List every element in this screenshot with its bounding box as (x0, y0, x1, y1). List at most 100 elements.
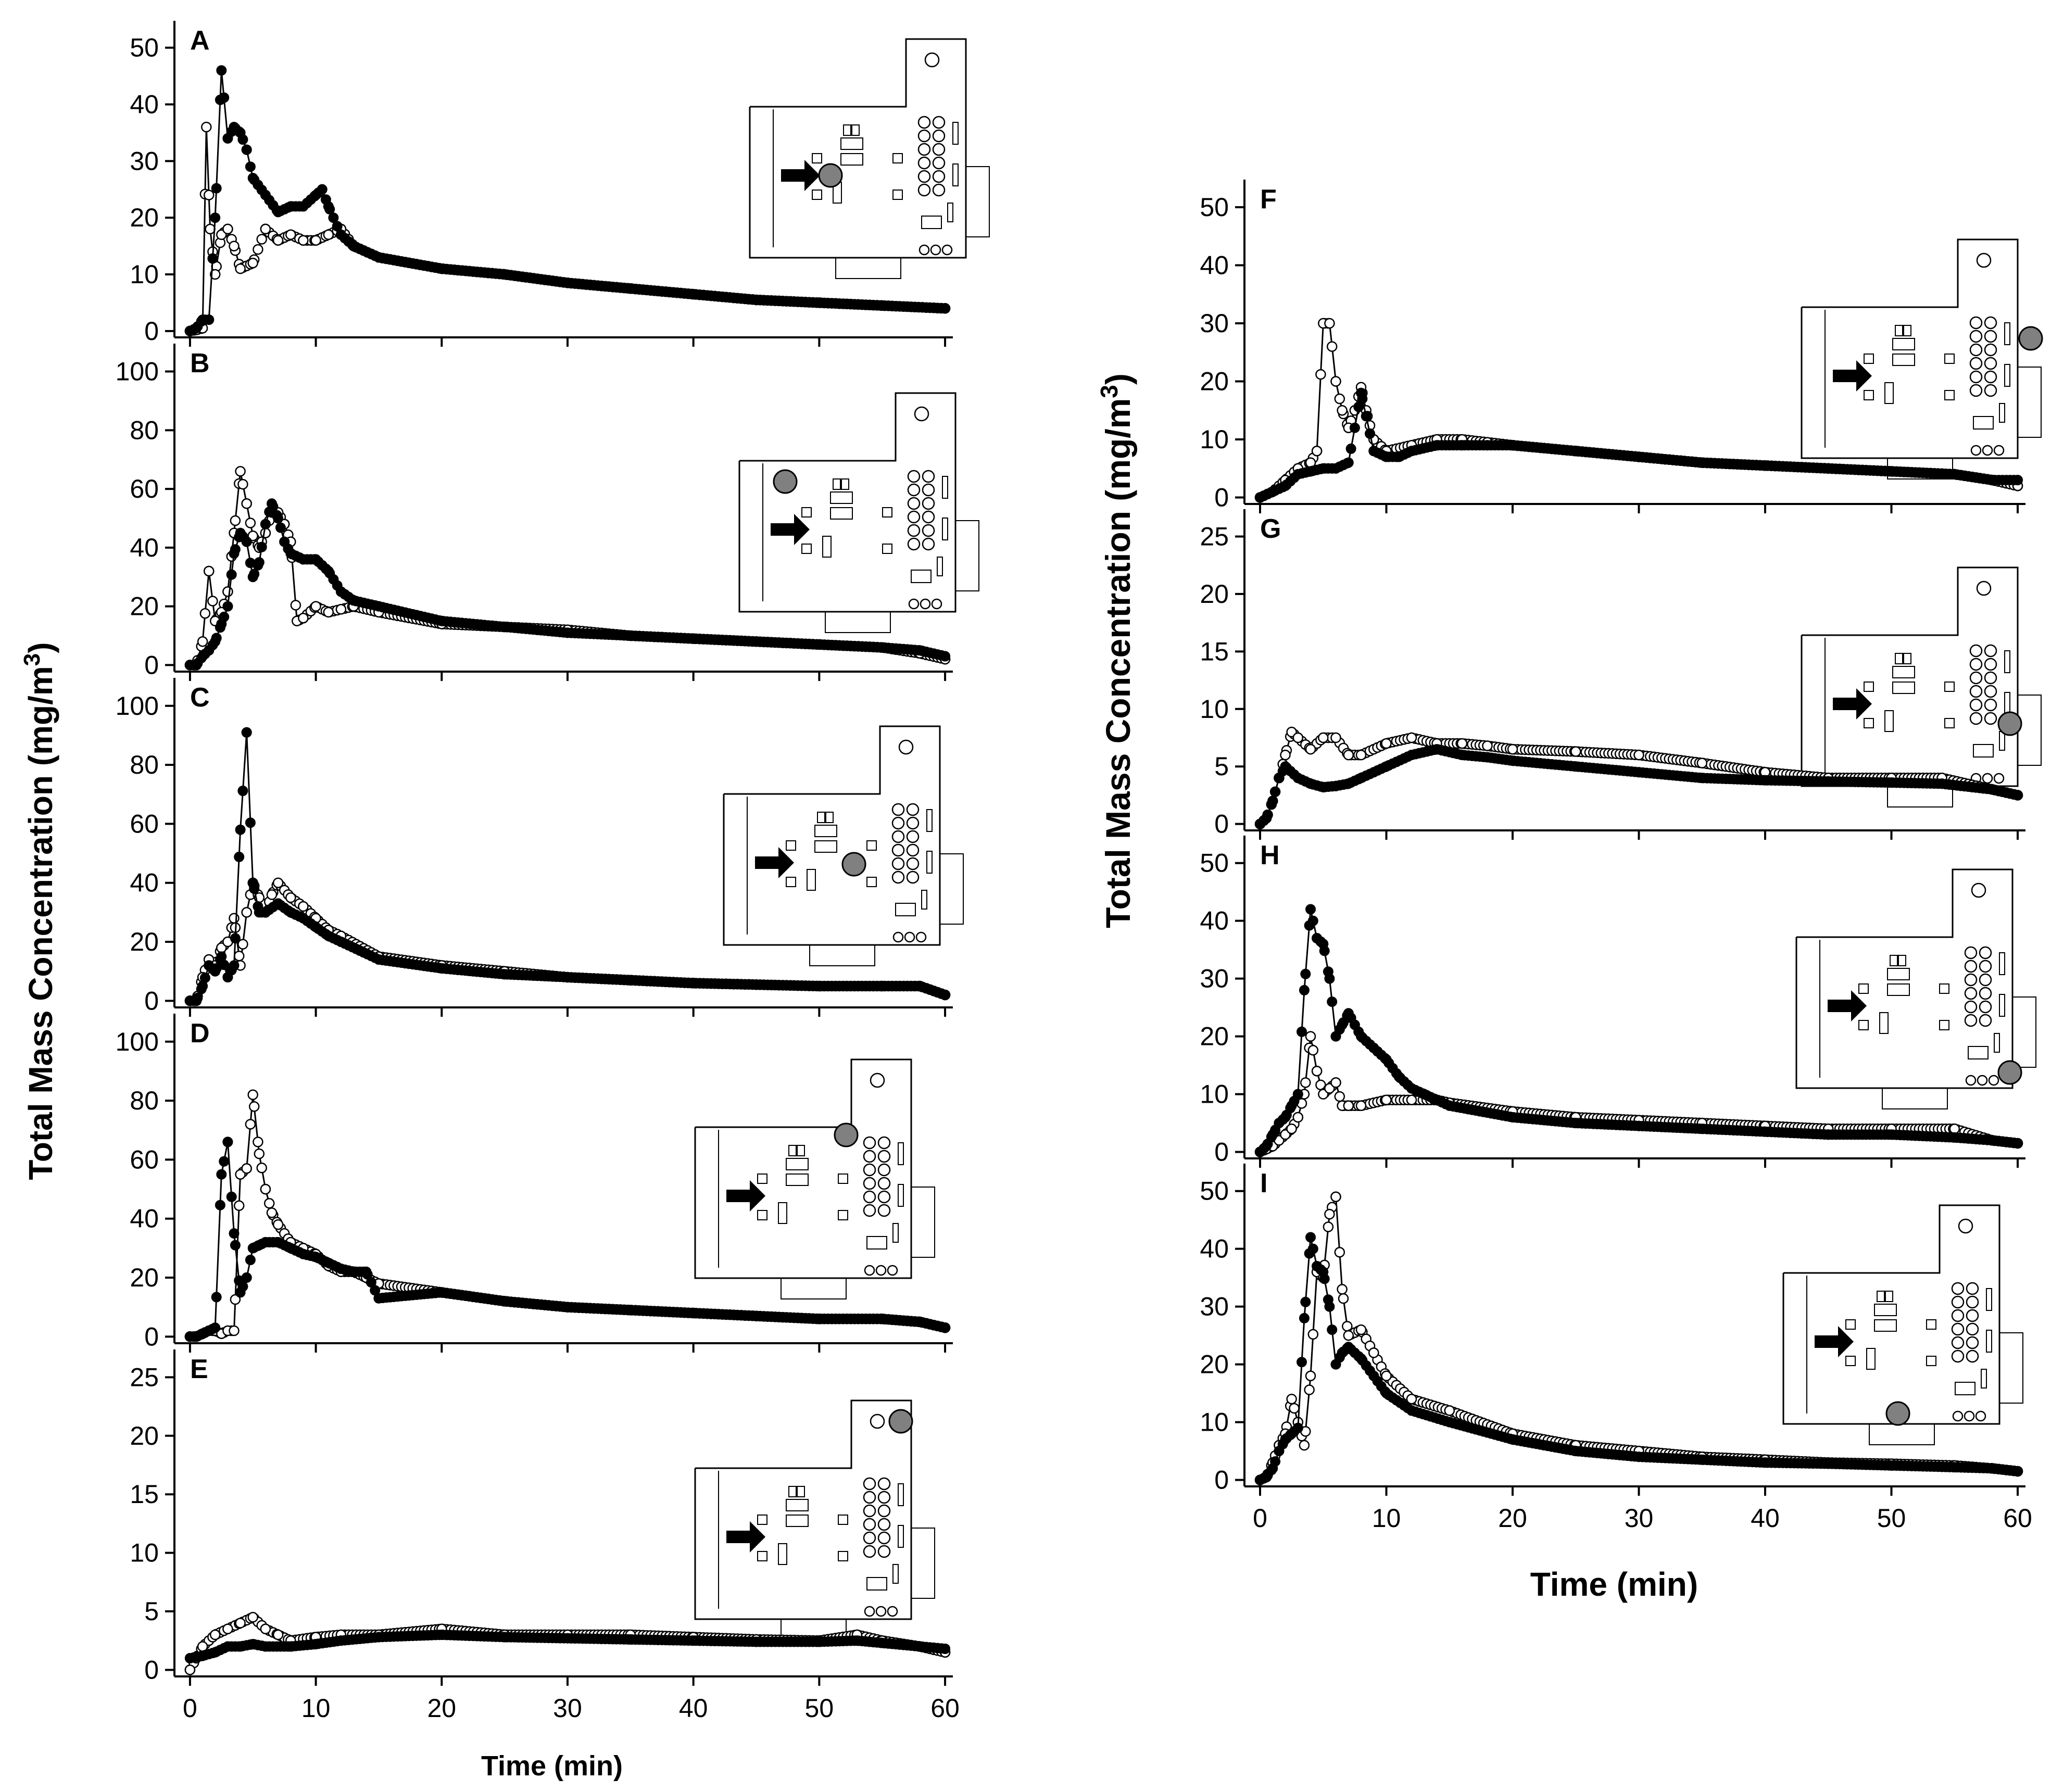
data-point-filled (229, 960, 240, 971)
data-point-filled (1987, 784, 1998, 795)
floorplan-equipment (814, 840, 837, 853)
data-point-filled (222, 133, 233, 144)
data-point-filled (1280, 1112, 1291, 1122)
y-tick-label: 80 (130, 1086, 159, 1115)
data-point-filled (230, 1240, 241, 1251)
data-point-open (1305, 743, 1316, 755)
x-tick-label: 40 (1751, 1504, 1780, 1533)
data-point-filled (436, 615, 447, 626)
data-point-filled (1280, 761, 1291, 772)
floorplan-equipment (926, 851, 933, 874)
data-point-filled (1343, 778, 1354, 789)
data-point-filled (940, 1644, 951, 1654)
floorplan-equipment (807, 869, 816, 891)
floorplan-circle (891, 870, 905, 884)
floorplan-circle (875, 1606, 887, 1617)
data-point-open (222, 586, 233, 597)
data-point-filled (245, 1255, 256, 1265)
data-point-filled (940, 990, 951, 1000)
data-point-filled (751, 1636, 762, 1647)
data-point-filled (1570, 1118, 1581, 1129)
data-point-filled (2012, 1138, 2023, 1149)
y-tick-label: 50 (130, 33, 159, 62)
data-point-filled (1633, 1452, 1644, 1462)
y-tick-label: 40 (1200, 1234, 1229, 1264)
floorplan-circle (932, 170, 946, 183)
floorplan-circle (877, 1204, 891, 1217)
data-point-filled (191, 323, 202, 334)
data-point-open (1307, 1045, 1319, 1056)
data-point-open (285, 229, 296, 241)
data-point-filled (222, 1137, 233, 1147)
floorplan-circle (1979, 1014, 1992, 1027)
data-point-filled (688, 978, 699, 989)
data-point-filled (1987, 1463, 1998, 1474)
floorplan-circle (1993, 773, 2005, 784)
data-point-open (1406, 1094, 1417, 1105)
data-point-filled (229, 548, 240, 559)
data-point-filled (323, 566, 334, 576)
y-tick-label: 100 (116, 357, 159, 386)
data-point-open (235, 1618, 246, 1629)
floorplan-equipment (788, 1145, 797, 1156)
floorplan-equipment (898, 1483, 904, 1506)
data-point-filled (1381, 1388, 1392, 1399)
data-point-filled (1633, 451, 1644, 462)
floorplan-inset (738, 392, 979, 633)
y-axis-title-left: Total Mass Concentration (mg/m3) (19, 642, 59, 1180)
data-point-filled (1823, 1458, 1834, 1469)
data-point-filled (1886, 1129, 1897, 1140)
data-point-open (1338, 1293, 1349, 1304)
data-point-open (260, 527, 271, 538)
data-point-filled (1823, 1129, 1834, 1140)
data-point-filled (562, 1302, 573, 1313)
x-tick-label: 30 (553, 1694, 582, 1723)
floorplan-outline (738, 392, 957, 613)
floorplan-circle (863, 1545, 876, 1558)
floorplan-circle (891, 857, 905, 870)
data-point-filled (1292, 1422, 1303, 1433)
floorplan-equipment (937, 557, 943, 576)
y-tick-label: 0 (1214, 1138, 1229, 1167)
data-point-filled (1318, 939, 1329, 950)
floorplan-equipment (895, 903, 916, 916)
data-point-filled (1274, 773, 1285, 784)
floorplan-circle (891, 843, 905, 857)
data-point-open (1355, 749, 1367, 761)
y-tick-label: 60 (130, 809, 159, 838)
data-point-filled (1286, 1100, 1297, 1111)
data-point-open (229, 241, 240, 251)
data-point-filled (260, 907, 271, 918)
data-point-open (233, 1200, 245, 1212)
data-point-filled (335, 229, 346, 240)
floorplan-circle (930, 244, 941, 256)
data-point-filled (335, 1264, 346, 1274)
floorplan-equipment (898, 1142, 904, 1165)
data-point-filled (298, 913, 309, 924)
floorplan-circle (1964, 946, 1978, 960)
floorplan-circle (877, 1163, 891, 1177)
y-tick-label: 80 (130, 415, 159, 445)
data-point-filled (361, 1266, 372, 1277)
data-point-open (245, 518, 256, 528)
data-point-filled (436, 963, 447, 974)
floorplan-equipment (838, 1551, 848, 1561)
data-point-open (248, 1101, 260, 1112)
data-point-open (1326, 341, 1338, 352)
floorplan-equipment (898, 1184, 904, 1207)
floorplan-equipment (843, 124, 851, 136)
data-point-filled (1444, 1417, 1455, 1428)
data-point-open (1507, 743, 1518, 755)
data-point-open (1305, 1370, 1316, 1382)
data-point-open (1330, 1077, 1341, 1088)
data-point-filled (222, 601, 233, 612)
y-tick-label: 0 (144, 986, 159, 1015)
floorplan-circle (1970, 445, 1982, 456)
data-point-filled (1570, 761, 1581, 772)
x-tick-label: 60 (930, 1694, 960, 1723)
data-point-filled (1343, 1008, 1354, 1019)
data-point-open (1315, 369, 1326, 380)
data-point-filled (688, 633, 699, 644)
data-point-filled (211, 183, 222, 194)
